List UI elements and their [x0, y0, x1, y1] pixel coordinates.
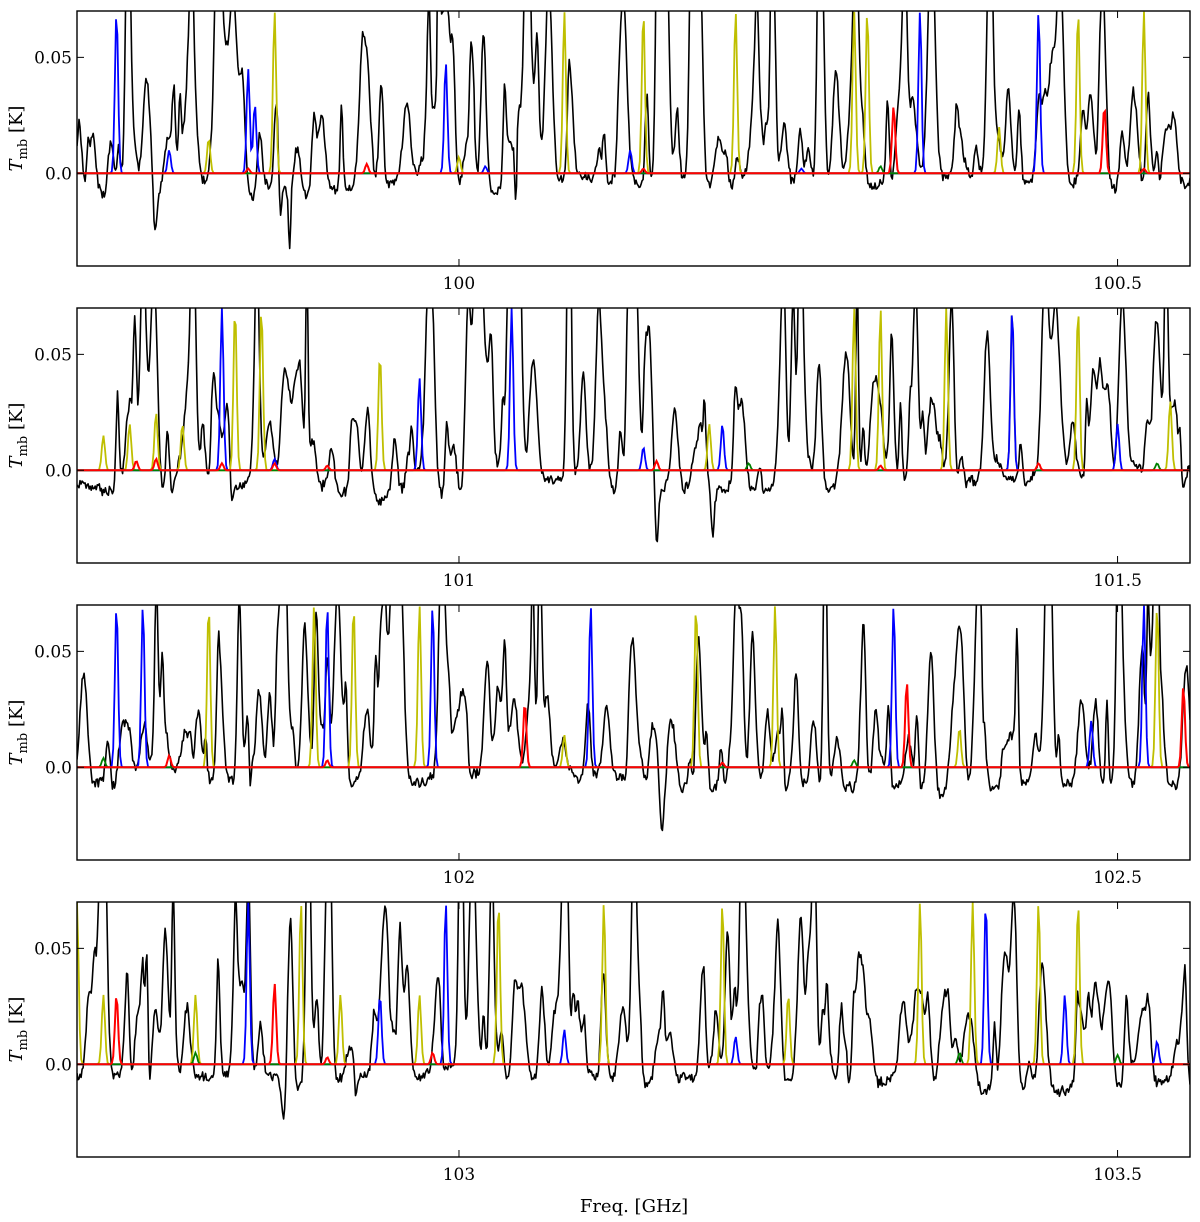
y-tick-label: 0.0	[45, 164, 72, 184]
y-tick-label: 0.05	[34, 939, 72, 959]
plot-frame	[76, 307, 1191, 564]
observed-spectrum	[77, 605, 1190, 832]
plot-frame	[76, 10, 1191, 267]
model-series-red	[77, 983, 1190, 1066]
panel-2: 0.0 0.05 101 101.5 Tmb [K]	[6, 307, 1191, 591]
model-series-blue	[77, 902, 1190, 1066]
observed-spectrum	[77, 902, 1190, 1120]
x-axis-title: Freq. [GHz]	[580, 1196, 688, 1217]
plot-area	[77, 308, 1190, 543]
y-tick-label: 0.05	[34, 48, 72, 68]
plot-area	[77, 11, 1190, 250]
x-tick-label: 101	[443, 571, 475, 591]
model-series-red	[77, 107, 1190, 175]
y-axis-title: Tmb [K]	[6, 997, 31, 1063]
model-series-yellow	[77, 902, 1190, 1066]
x-tick-label: 103.5	[1093, 1165, 1142, 1185]
panels: 0.0 0.05 100 100.5 Tmb [K] 0.0 0.05 101 101.5 Tmb…	[6, 10, 1191, 1185]
model-series-green	[77, 755, 1190, 769]
y-tick-label: 0.05	[34, 345, 72, 365]
model-series-red	[77, 456, 1190, 472]
observed-spectrum	[77, 308, 1190, 543]
model-series-yellow	[77, 308, 1190, 472]
panel-4: 0.0 0.05 103 103.5 Tmb [K]	[6, 901, 1191, 1185]
plot-area	[77, 605, 1190, 832]
plot-frame	[76, 604, 1191, 861]
model-series-blue	[77, 308, 1190, 472]
y-tick-label: 0.0	[45, 1055, 72, 1075]
x-tick-label: 102	[443, 868, 475, 888]
y-tick-label: 0.0	[45, 758, 72, 778]
x-tick-label: 100.5	[1093, 274, 1142, 294]
y-tick-label: 0.0	[45, 461, 72, 481]
y-axis-title: Tmb [K]	[6, 106, 31, 172]
plot-area	[77, 902, 1190, 1120]
x-tick-label: 102.5	[1093, 868, 1142, 888]
x-tick-label: 101.5	[1093, 571, 1142, 591]
plot-frame	[76, 901, 1191, 1158]
y-axis-title: Tmb [K]	[6, 700, 31, 766]
x-tick-label: 103	[443, 1165, 475, 1185]
observed-spectrum	[77, 11, 1190, 250]
x-tick-label: 100	[443, 274, 475, 294]
panel-3: 0.0 0.05 102 102.5 Tmb [K]	[6, 604, 1191, 888]
y-tick-label: 0.05	[34, 642, 72, 662]
model-series-red	[77, 684, 1190, 769]
y-axis-title: Tmb [K]	[6, 403, 31, 469]
panel-1: 0.0 0.05 100 100.5 Tmb [K]	[6, 10, 1191, 294]
